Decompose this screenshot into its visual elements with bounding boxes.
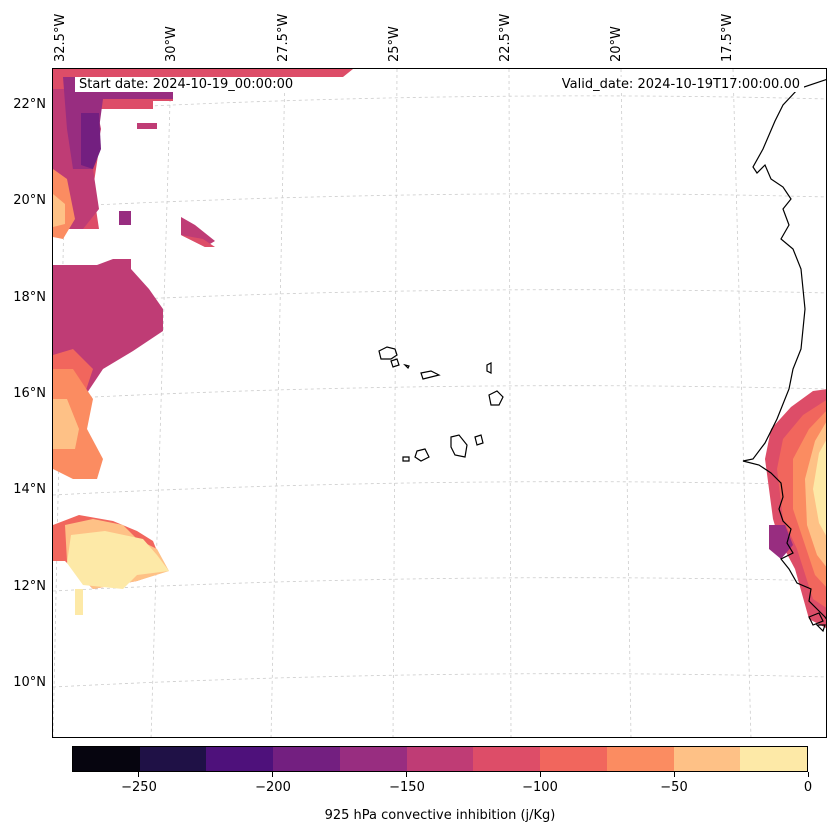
colorbar-segment-6: [406, 747, 474, 771]
island-sao-nicolau: [420, 370, 441, 380]
cin-field-east: [765, 389, 826, 628]
map-canvas: [53, 69, 826, 737]
island-brava: [402, 456, 410, 462]
colorbar-segment-8: [540, 747, 607, 771]
lat-label-16n: 16°N: [13, 386, 46, 401]
lon-label-27-5w: 27.5°W: [276, 13, 291, 62]
colorbar-segment-4: [273, 747, 340, 771]
cin-patch-small-2: [181, 235, 215, 247]
island-sao-vicente: [390, 358, 400, 368]
island-maio: [474, 434, 484, 446]
colorbar-tick-label: −100: [522, 780, 558, 795]
cin-field-west: [53, 69, 353, 615]
lon-label-20w: 20°W: [609, 26, 624, 62]
map-panel: Start date: 2024-10-19_00:00:00 Valid_da…: [52, 68, 827, 738]
cin-contour-west-yellow-top: [53, 194, 65, 227]
colorbar-tick: [272, 772, 273, 777]
colorbar-tick: [138, 772, 139, 777]
gridlines: [53, 69, 826, 737]
colorbar-tick-label: −250: [121, 780, 157, 795]
colorbar-tick-label: 0: [803, 780, 813, 795]
colorbar: [72, 746, 808, 772]
cin-contour-west-outer: [53, 69, 353, 229]
island-santiago: [450, 434, 468, 458]
lat-label-12n: 12°N: [13, 579, 46, 594]
cin-patch-small-3: [119, 211, 131, 225]
cin-contour-west-mid-light: [53, 369, 103, 479]
coastlines: [378, 79, 826, 633]
cin-contour-west-mid-pale: [53, 399, 79, 449]
colorbar-tick: [406, 772, 407, 777]
cin-contour-east-yellow: [813, 440, 826, 536]
colorbar-segment-3: [206, 747, 274, 771]
cin-patch-small-1: [181, 217, 215, 247]
lon-label-32-5w: 32.5°W: [53, 13, 68, 62]
colorbar-tick: [808, 772, 809, 777]
start-date-label: Start date: 2024-10-19_00:00:00: [75, 77, 298, 92]
island-sal: [486, 362, 492, 374]
colorbar-tick: [540, 772, 541, 777]
cin-contour-east-violet: [769, 525, 793, 559]
colorbar-tick-label: −200: [255, 780, 291, 795]
island-santa-luzia: [403, 363, 410, 370]
colorbar-segment-10: [673, 747, 741, 771]
lon-label-17-5w: 17.5°W: [720, 13, 735, 62]
island-santo-antao: [378, 346, 398, 360]
island-boa-vista: [488, 390, 504, 406]
colorbar-tick-label: −50: [660, 780, 688, 795]
colorbar-segment-2: [139, 747, 207, 771]
valid-date-label: Valid_date: 2024-10-19T17:00:00.00: [557, 77, 804, 92]
colorbar-segment-1: [73, 747, 140, 771]
lat-label-18n: 18°N: [13, 290, 46, 305]
colorbar-segment-7: [473, 747, 541, 771]
lat-label-14n: 14°N: [13, 482, 46, 497]
lon-label-30w: 30°W: [164, 26, 179, 62]
lon-label-22-5w: 22.5°W: [498, 13, 513, 62]
colorbar-segment-5: [339, 747, 407, 771]
cin-patch-small-5: [75, 589, 83, 615]
cin-contour-west-violet: [81, 113, 101, 169]
coastline-africa: [742, 79, 826, 620]
cin-contour-west-low-yellow: [67, 531, 169, 589]
island-fogo: [414, 448, 430, 462]
colorbar-segment-9: [606, 747, 674, 771]
colorbar-tick: [674, 772, 675, 777]
colorbar-tick-label: −150: [389, 780, 425, 795]
colorbar-segment-11: [740, 747, 808, 771]
islands-bijagos: [808, 612, 826, 633]
lat-label-20n: 20°N: [13, 193, 46, 208]
lat-label-10n: 10°N: [13, 675, 46, 690]
lon-label-25w: 25°W: [387, 26, 402, 62]
cin-patch-small-4: [137, 123, 157, 129]
lat-label-22n: 22°N: [13, 97, 46, 112]
colorbar-title: 925 hPa convective inhibition (j/Kg): [324, 808, 556, 823]
